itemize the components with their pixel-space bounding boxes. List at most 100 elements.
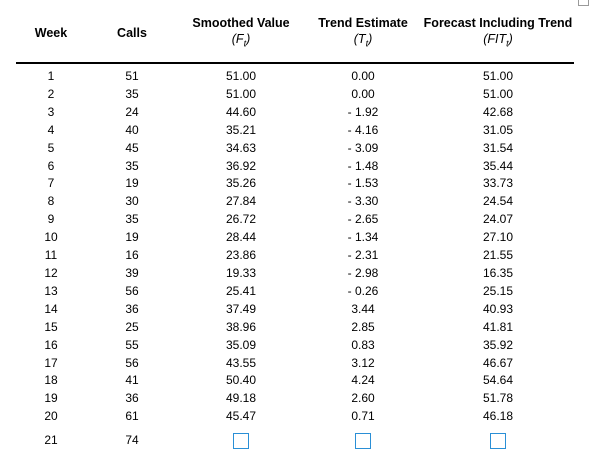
table-row: 12 39 19.33 - 2.98 16.35 xyxy=(16,265,574,283)
cell-trend: - 1.34 xyxy=(347,230,379,245)
cell-trend: - 3.09 xyxy=(347,140,379,155)
cell-week: 8 xyxy=(47,194,55,209)
cell-calls: 36 xyxy=(125,391,139,406)
cell-forecast: 21.55 xyxy=(482,248,514,263)
cell-week: 11 xyxy=(44,248,58,263)
cell-forecast xyxy=(422,426,574,450)
cell-calls: 41 xyxy=(125,373,139,388)
table-row: 10 19 28.44 - 1.34 27.10 xyxy=(16,229,574,247)
table-row: 14 36 37.49 3.44 40.93 xyxy=(16,301,574,319)
header-forecast-title: Forecast Including Trend xyxy=(423,15,573,30)
cell-calls: 36 xyxy=(125,301,139,316)
cell-smoothed xyxy=(178,426,304,450)
cell-week: 6 xyxy=(47,158,55,173)
cell-forecast: 25.15 xyxy=(482,283,514,298)
header-smoothed-symbol: (Ft) xyxy=(231,31,251,49)
cell-forecast: 31.05 xyxy=(482,122,514,137)
cell-smoothed: 51.00 xyxy=(225,69,257,83)
cell-trend: 2.60 xyxy=(351,391,375,406)
cell-calls: 19 xyxy=(125,176,139,191)
cell-week: 17 xyxy=(44,355,58,370)
table-row: 3 24 44.60 - 1.92 42.68 xyxy=(16,104,574,122)
cell-trend: - 1.48 xyxy=(347,158,379,173)
cell-smoothed: 49.18 xyxy=(225,391,257,406)
header-forecast: Forecast Including Trend (FITt) xyxy=(422,4,574,64)
cell-calls: 39 xyxy=(125,265,139,280)
cell-smoothed: 51.00 xyxy=(225,86,257,101)
forecast-answer-input[interactable] xyxy=(490,432,506,449)
cell-forecast: 46.67 xyxy=(482,355,514,370)
cell-smoothed: 25.41 xyxy=(225,283,257,298)
cell-calls: 25 xyxy=(125,319,139,334)
cell-trend: 3.12 xyxy=(351,355,375,370)
cell-forecast: 51.00 xyxy=(482,69,514,83)
table-row: 20 61 45.47 0.71 46.18 xyxy=(16,408,574,426)
corner-expand-icon xyxy=(578,0,589,6)
cell-forecast: 40.93 xyxy=(482,301,514,316)
cell-forecast: 51.00 xyxy=(482,86,514,101)
cell-calls: 19 xyxy=(125,230,139,245)
cell-trend: - 2.98 xyxy=(347,265,379,280)
table-row: 7 19 35.26 - 1.53 33.73 xyxy=(16,175,574,193)
cell-smoothed: 36.92 xyxy=(225,158,257,173)
cell-calls: 35 xyxy=(125,86,139,101)
table-row: 19 36 49.18 2.60 51.78 xyxy=(16,390,574,408)
cell-calls: 16 xyxy=(125,248,139,263)
cell-forecast: 41.81 xyxy=(482,319,514,334)
table-row: 15 25 38.96 2.85 41.81 xyxy=(16,319,574,337)
cell-week: 19 xyxy=(44,391,58,406)
cell-forecast: 54.64 xyxy=(482,373,514,388)
cell-forecast: 16.35 xyxy=(482,265,514,280)
smoothed-answer-input[interactable] xyxy=(233,432,249,449)
cell-trend: - 1.53 xyxy=(347,176,379,191)
cell-week: 1 xyxy=(47,69,55,83)
cell-smoothed: 43.55 xyxy=(225,355,257,370)
cell-calls: 35 xyxy=(125,158,139,173)
cell-smoothed: 38.96 xyxy=(225,319,257,334)
cell-smoothed: 26.72 xyxy=(225,212,257,227)
table-row-week-21: 21 74 xyxy=(16,426,574,450)
table-row: 16 55 35.09 0.83 35.92 xyxy=(16,337,574,355)
table-row: 6 35 36.92 - 1.48 35.44 xyxy=(16,158,574,176)
cell-smoothed: 27.84 xyxy=(225,194,257,209)
header-smoothed-title: Smoothed Value xyxy=(192,15,290,30)
table-row: 9 35 26.72 - 2.65 24.07 xyxy=(16,211,574,229)
cell-smoothed: 35.09 xyxy=(225,337,257,352)
cell-calls: 55 xyxy=(125,337,139,352)
cell-week: 10 xyxy=(44,230,58,245)
cell-trend xyxy=(304,426,422,450)
table-row: 8 30 27.84 - 3.30 24.54 xyxy=(16,193,574,211)
cell-trend: - 3.30 xyxy=(347,194,379,209)
cell-calls: 40 xyxy=(125,122,139,137)
cell-smoothed: 37.49 xyxy=(225,301,257,316)
cell-week: 4 xyxy=(47,122,55,137)
cell-forecast: 46.18 xyxy=(482,409,514,424)
header-calls: Calls xyxy=(86,4,178,64)
cell-trend: 0.71 xyxy=(351,409,375,424)
cell-calls: 51 xyxy=(125,69,139,83)
table-row: 13 56 25.41 - 0.26 25.15 xyxy=(16,283,574,301)
cell-week: 3 xyxy=(47,104,55,119)
cell-week: 12 xyxy=(44,265,58,280)
table-row: 18 41 50.40 4.24 54.64 xyxy=(16,372,574,390)
cell-smoothed: 23.86 xyxy=(225,248,257,263)
cell-week: 14 xyxy=(44,301,58,316)
header-week: Week xyxy=(16,4,86,64)
cell-forecast: 42.68 xyxy=(482,104,514,119)
header-forecast-symbol: (FITt) xyxy=(483,31,513,49)
cell-forecast: 24.07 xyxy=(482,212,514,227)
cell-trend: 0.00 xyxy=(351,69,375,83)
cell-forecast: 31.54 xyxy=(482,140,514,155)
cell-forecast: 35.92 xyxy=(482,337,514,352)
cell-trend: - 2.31 xyxy=(347,248,379,263)
cell-week: 18 xyxy=(44,373,58,388)
cell-smoothed: 19.33 xyxy=(225,265,257,280)
table-row: 5 45 34.63 - 3.09 31.54 xyxy=(16,140,574,158)
cell-forecast: 27.10 xyxy=(482,230,514,245)
cell-trend: 4.24 xyxy=(351,373,375,388)
cell-week: 13 xyxy=(44,283,58,298)
cell-smoothed: 35.21 xyxy=(225,122,257,137)
cell-calls: 24 xyxy=(125,104,139,119)
cell-calls: 56 xyxy=(125,283,139,298)
trend-answer-input[interactable] xyxy=(355,432,371,449)
